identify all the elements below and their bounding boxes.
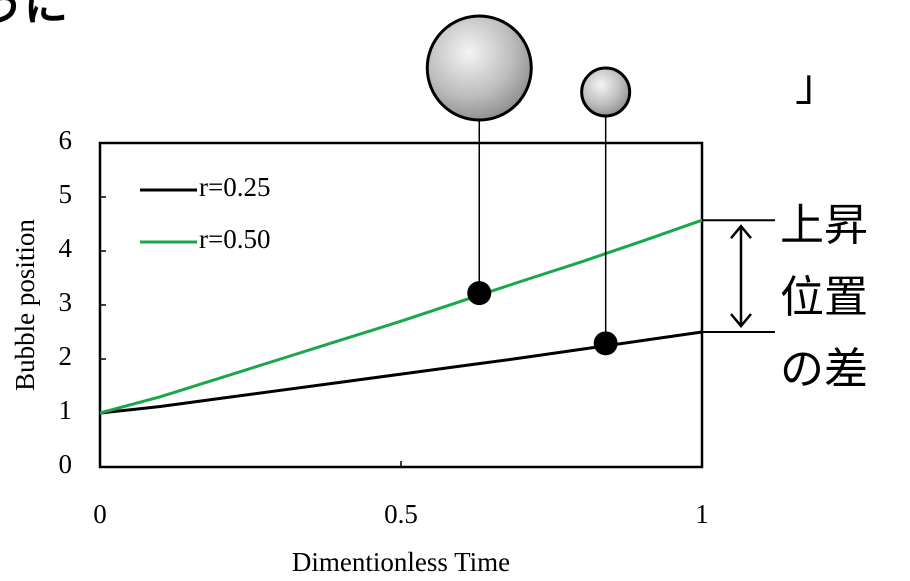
annotation: 上昇 [780, 200, 868, 251]
y-axis-title: Bubble position [10, 219, 40, 391]
arrow-head [730, 313, 752, 328]
y-tick-label: 3 [59, 287, 73, 317]
marker [467, 281, 492, 306]
legend-label: r=0.50 [199, 224, 270, 254]
bubble [425, 14, 533, 122]
annotation: 位置 [780, 272, 868, 323]
cropped-text: うに [0, 0, 68, 31]
arrow-head [730, 224, 752, 240]
y-tick-label: 0 [59, 449, 73, 479]
y-tick-label: 2 [59, 341, 73, 371]
series-line [99, 218, 703, 415]
y-tick-label: 4 [59, 233, 73, 263]
marker [593, 331, 618, 356]
annotation: の差 [780, 344, 868, 395]
legend-label: r=0.25 [199, 172, 270, 202]
x-tick-label: 1 [695, 499, 709, 529]
cropped-text: 」 [795, 60, 839, 111]
y-tick-label: 5 [59, 179, 73, 209]
bubble [580, 66, 632, 118]
x-tick-label: 0 [93, 499, 107, 529]
plot-frame [98, 141, 704, 469]
x-axis-title: Dimentionless Time [292, 547, 510, 577]
y-tick-label: 1 [59, 395, 73, 425]
y-tick-label: 6 [59, 125, 73, 155]
x-tick-label: 0.5 [384, 499, 418, 529]
